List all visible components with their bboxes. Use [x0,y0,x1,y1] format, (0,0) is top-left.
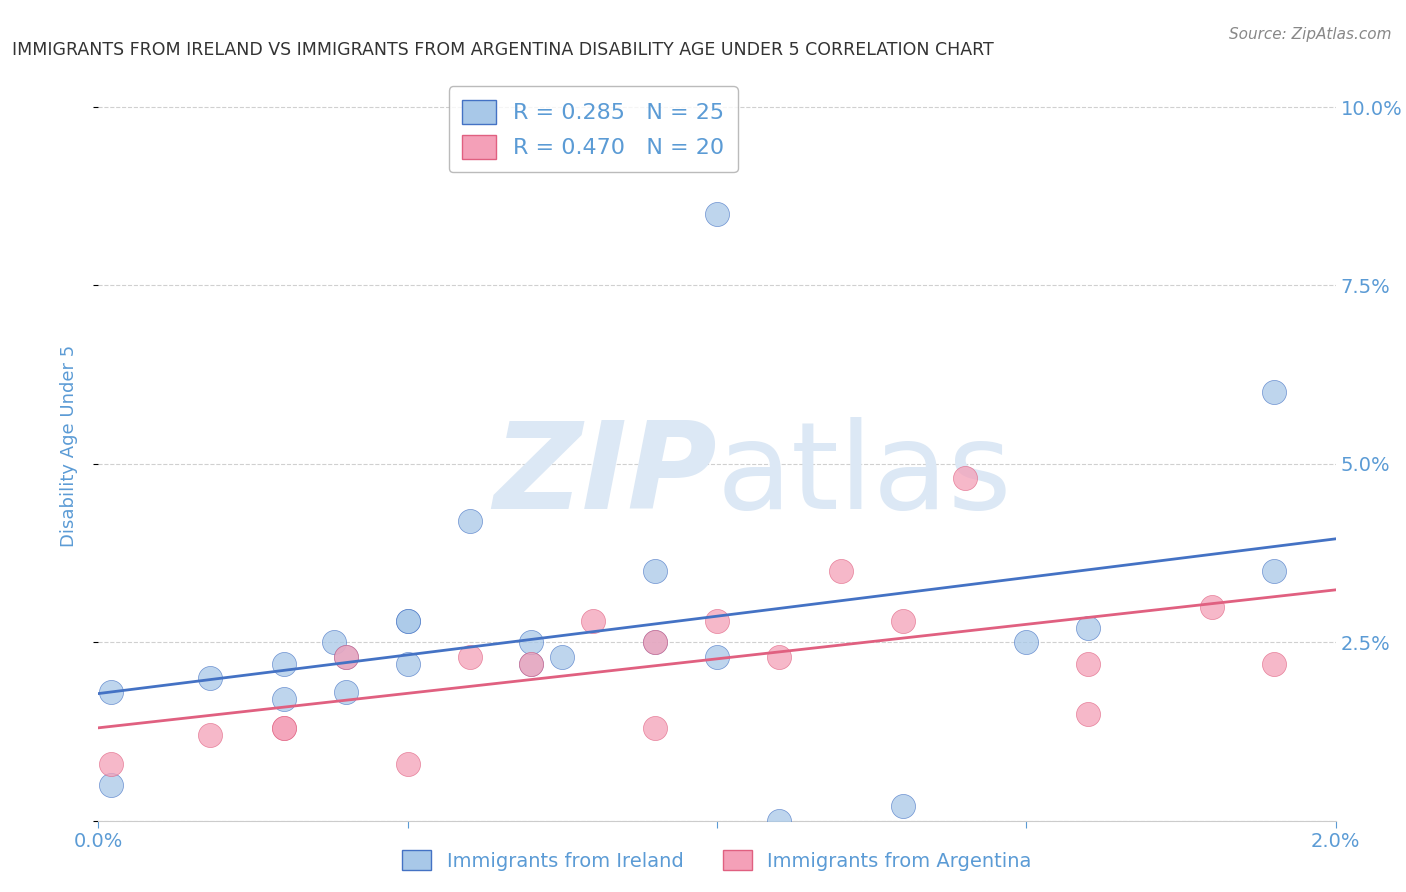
Point [1015,635,1038,649]
Point [891,614,914,628]
Point [335,685,357,699]
Point [335,649,357,664]
Point [830,564,852,578]
Point [768,814,790,828]
Point [273,657,295,671]
Point [706,614,728,628]
Point [198,671,221,685]
Point [891,799,914,814]
Point [396,657,419,671]
Point [644,635,666,649]
Point [520,635,543,649]
Point [644,564,666,578]
Point [706,207,728,221]
Point [1263,657,1285,671]
Y-axis label: Disability Age Under 5: Disability Age Under 5 [59,345,77,547]
Point [1077,706,1099,721]
Point [644,635,666,649]
Point [273,721,295,735]
Point [273,692,295,706]
Point [768,649,790,664]
Point [1077,621,1099,635]
Point [1201,599,1223,614]
Text: Source: ZipAtlas.com: Source: ZipAtlas.com [1229,27,1392,42]
Point [582,614,605,628]
Point [551,649,574,664]
Point [322,635,344,649]
Point [100,756,122,771]
Point [396,614,419,628]
Point [458,649,481,664]
Point [396,614,419,628]
Point [520,657,543,671]
Point [100,685,122,699]
Point [520,657,543,671]
Point [1077,657,1099,671]
Point [273,721,295,735]
Legend: Immigrants from Ireland, Immigrants from Argentina: Immigrants from Ireland, Immigrants from… [395,842,1039,879]
Point [335,649,357,664]
Text: ZIP: ZIP [494,417,717,534]
Point [1263,385,1285,400]
Text: atlas: atlas [717,417,1012,534]
Point [100,778,122,792]
Point [458,514,481,528]
Point [644,721,666,735]
Point [396,756,419,771]
Point [1263,564,1285,578]
Point [198,728,221,742]
Text: IMMIGRANTS FROM IRELAND VS IMMIGRANTS FROM ARGENTINA DISABILITY AGE UNDER 5 CORR: IMMIGRANTS FROM IRELAND VS IMMIGRANTS FR… [11,41,994,59]
Point [706,649,728,664]
Point [953,471,976,485]
